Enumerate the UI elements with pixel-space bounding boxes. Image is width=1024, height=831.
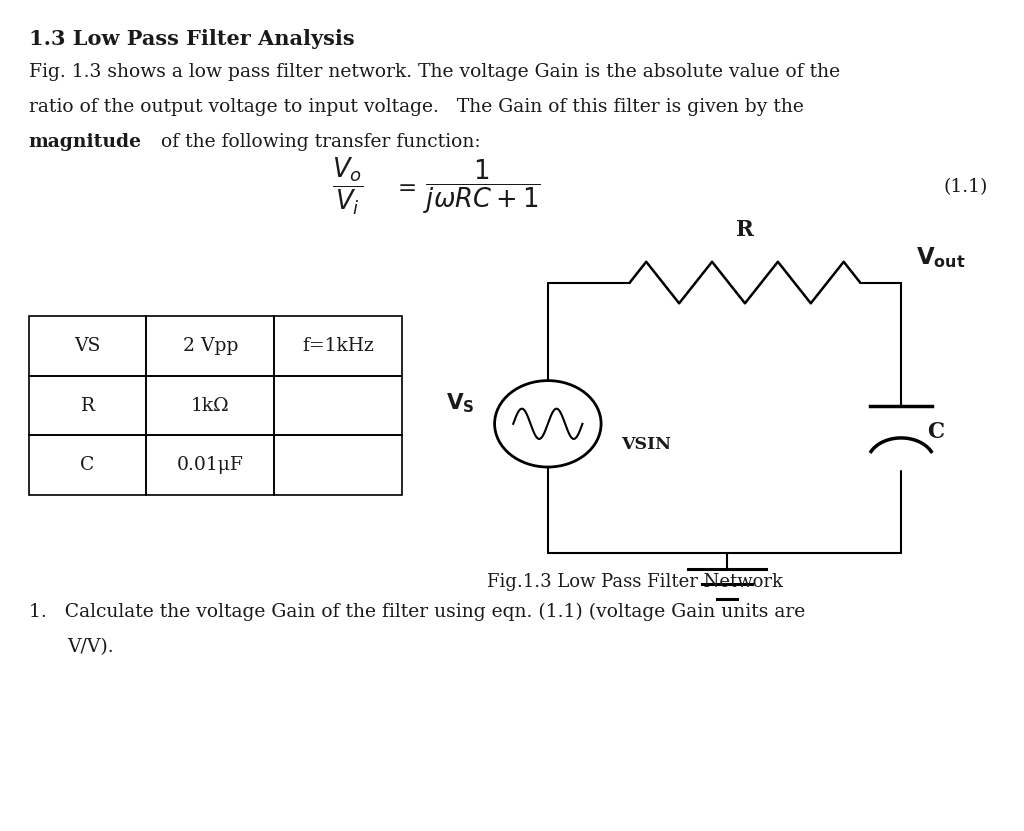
Text: magnitude: magnitude (29, 133, 141, 151)
Text: $\dfrac{1}{j\omega RC + 1}$: $\dfrac{1}{j\omega RC + 1}$ (423, 158, 540, 216)
Text: 2 Vpp: 2 Vpp (182, 337, 239, 355)
Text: V/V).: V/V). (68, 638, 115, 656)
Text: Fig.1.3 Low Pass Filter Network: Fig.1.3 Low Pass Filter Network (486, 573, 783, 592)
Text: C: C (80, 456, 95, 475)
Text: $\mathbf{V_{out}}$: $\mathbf{V_{out}}$ (916, 245, 967, 270)
Text: VS: VS (75, 337, 100, 355)
Text: VSIN: VSIN (622, 436, 672, 453)
Text: $\mathbf{V_S}$: $\mathbf{V_S}$ (445, 391, 474, 415)
Text: 0.01μF: 0.01μF (177, 456, 244, 475)
Text: 1.   Calculate the voltage Gain of the filter using eqn. (1.1) (voltage Gain uni: 1. Calculate the voltage Gain of the fil… (29, 602, 805, 621)
Text: $\dfrac{V_o}{V_i}$: $\dfrac{V_o}{V_i}$ (333, 156, 364, 218)
Text: Fig. 1.3 shows a low pass filter network. The voltage Gain is the absolute value: Fig. 1.3 shows a low pass filter network… (29, 63, 840, 81)
Text: $=$: $=$ (393, 175, 416, 199)
Text: R: R (81, 396, 94, 415)
Text: (1.1): (1.1) (944, 178, 988, 196)
Text: ratio of the output voltage to input voltage.   The Gain of this filter is given: ratio of the output voltage to input vol… (29, 98, 804, 116)
Text: f=1kHz: f=1kHz (302, 337, 375, 355)
Text: of the following transfer function:: of the following transfer function: (155, 133, 480, 151)
Text: 1.3 Low Pass Filter Analysis: 1.3 Low Pass Filter Analysis (29, 29, 354, 49)
Text: R: R (736, 219, 754, 241)
Text: 1kΩ: 1kΩ (191, 396, 229, 415)
Text: C: C (927, 421, 944, 443)
